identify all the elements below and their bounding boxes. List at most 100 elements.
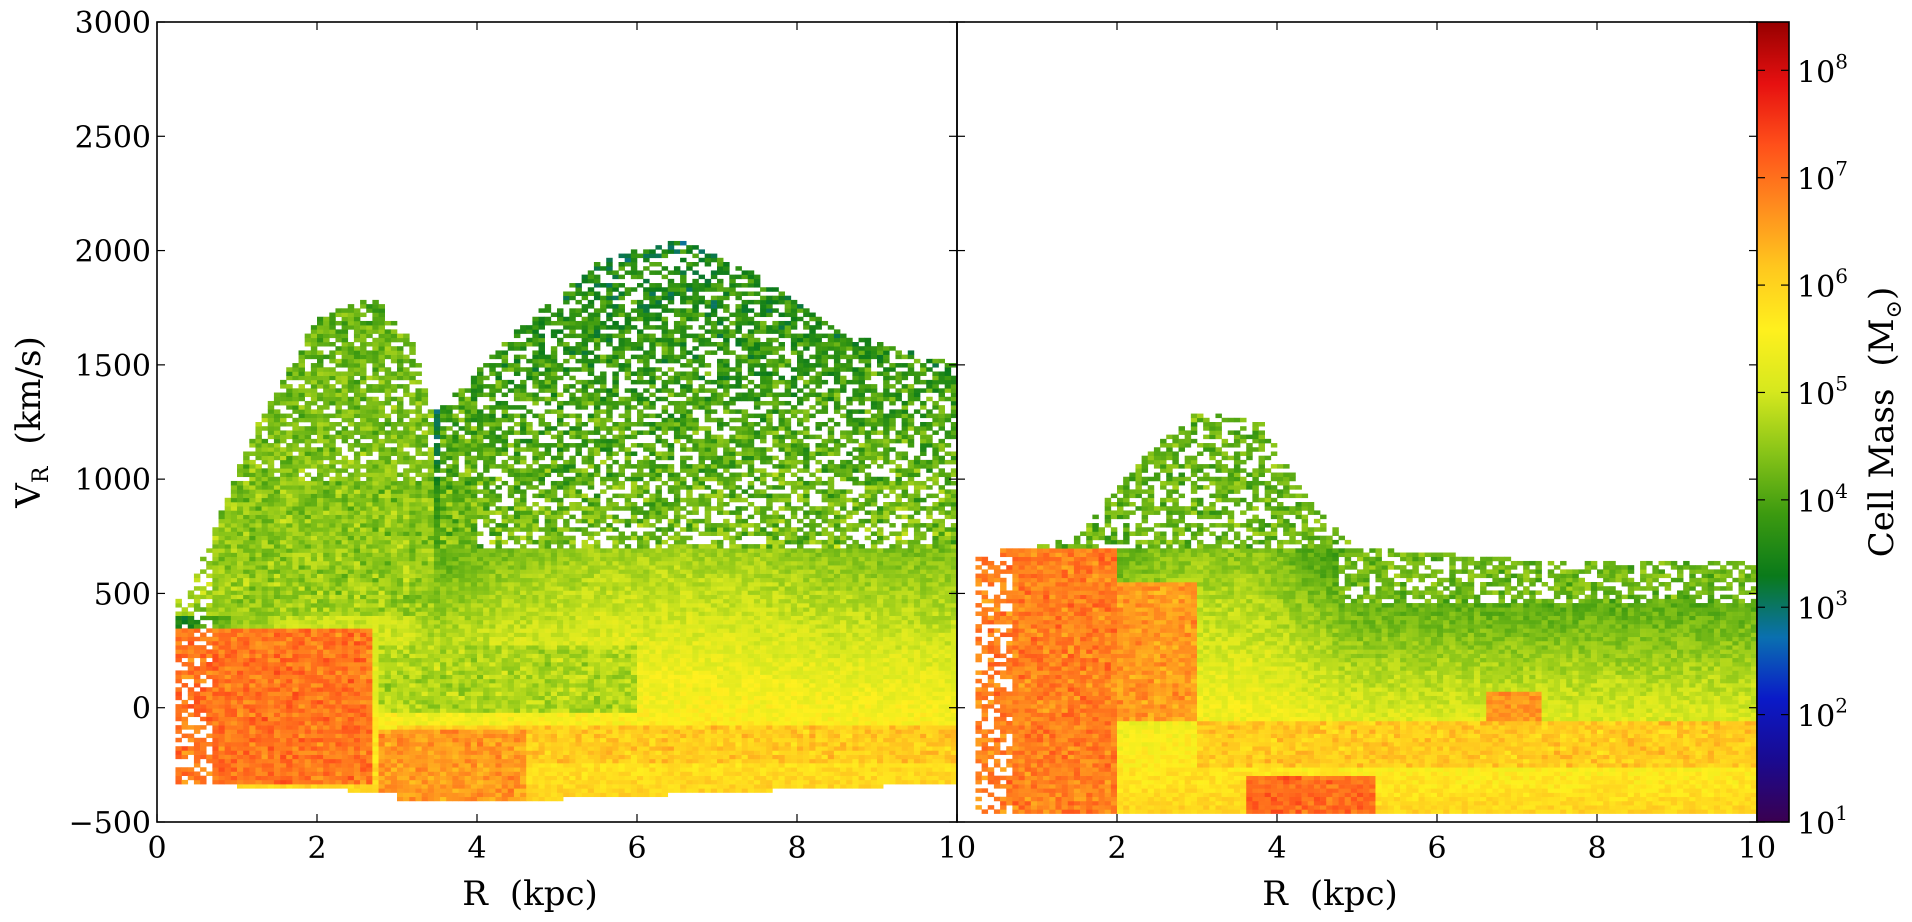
heatmap-cell: [458, 603, 465, 608]
heatmap-cell: [427, 742, 435, 747]
heatmap-cell: [353, 497, 361, 503]
heatmap-cell: [421, 645, 429, 650]
heatmap-cell: [378, 358, 385, 364]
heatmap-cell: [458, 569, 465, 574]
heatmap-cell: [495, 565, 502, 570]
heatmap-cell: [477, 569, 484, 574]
heatmap-cell: [206, 720, 213, 726]
heatmap-cell: [372, 573, 379, 579]
heatmap-cell: [421, 476, 429, 482]
heatmap-cell: [286, 392, 293, 398]
heatmap-cell: [397, 346, 404, 351]
heatmap-cell: [292, 468, 299, 473]
heatmap-cell: [372, 346, 379, 351]
heatmap-cell: [347, 733, 355, 739]
heatmap-cell: [483, 619, 490, 625]
heatmap-cell: [495, 535, 502, 541]
heatmap-cell: [409, 657, 416, 663]
heatmap-cell: [298, 480, 305, 486]
heatmap-cell: [323, 725, 330, 730]
heatmap-cell: [446, 611, 453, 616]
heatmap-cell: [477, 716, 484, 722]
heatmap-cell: [397, 683, 404, 688]
heatmap-cell: [335, 506, 342, 511]
heatmap-cell: [249, 535, 256, 541]
heatmap-cell: [366, 678, 373, 684]
heatmap-cell: [507, 657, 515, 663]
heatmap-cell: [520, 645, 527, 650]
heatmap-cell: [378, 603, 385, 608]
heatmap-cell: [495, 632, 502, 638]
heatmap-cell: [317, 784, 324, 789]
heatmap-cell: [304, 653, 312, 659]
heatmap-cell: [286, 742, 293, 747]
heatmap-cell: [489, 699, 496, 705]
heatmap-cell: [335, 645, 342, 650]
heatmap-cell: [249, 746, 256, 751]
heatmap-cell: [470, 565, 478, 570]
heatmap-cell: [317, 417, 324, 423]
heatmap-cell: [372, 636, 379, 642]
heatmap-cell: [181, 649, 189, 654]
heatmap-cell: [501, 674, 509, 680]
heatmap-cell: [458, 560, 465, 566]
heatmap-cell: [464, 544, 472, 549]
heatmap-cell: [224, 615, 232, 621]
heatmap-cell: [378, 569, 385, 574]
heatmap-cell: [452, 691, 459, 696]
heatmap-cell: [384, 691, 392, 696]
heatmap-cell: [292, 459, 299, 465]
heatmap-cell: [390, 712, 398, 718]
heatmap-cell: [421, 683, 429, 688]
heatmap-cell: [267, 737, 275, 743]
heatmap-cell: [433, 796, 441, 802]
heatmap-cell: [464, 489, 472, 494]
heatmap-cell: [329, 784, 336, 789]
heatmap-cell: [261, 510, 269, 515]
heatmap-cell: [507, 779, 515, 785]
heatmap-cell: [477, 455, 484, 461]
heatmap-cell: [317, 691, 324, 696]
heatmap-cell: [335, 611, 342, 616]
heatmap-cell: [310, 518, 318, 524]
heatmap-cell: [347, 510, 355, 515]
heatmap-cell: [317, 506, 324, 511]
heatmap-cell: [255, 695, 262, 701]
heatmap-cell: [249, 775, 256, 781]
heatmap-cell: [329, 535, 336, 541]
heatmap-cell: [267, 683, 275, 688]
heatmap-cell: [329, 716, 336, 722]
heatmap-cell: [384, 649, 392, 654]
heatmap-cell: [513, 640, 521, 646]
heatmap-cell: [267, 704, 275, 709]
heatmap-cell: [520, 426, 527, 431]
heatmap-cell: [292, 716, 299, 722]
heatmap-cell: [230, 750, 238, 755]
heatmap-cell: [520, 632, 527, 638]
heatmap-cell: [280, 649, 287, 654]
heatmap-cell: [341, 358, 349, 364]
heatmap-cell: [384, 666, 392, 671]
heatmap-cell: [323, 704, 330, 709]
heatmap-cell: [477, 733, 484, 739]
heatmap-cell: [372, 438, 379, 444]
heatmap-cell: [415, 649, 422, 654]
heatmap-cell: [347, 754, 355, 760]
heatmap-cell: [329, 632, 336, 638]
heatmap-cell: [353, 316, 361, 322]
heatmap-cell: [433, 443, 441, 448]
heatmap-cell: [403, 354, 410, 360]
heatmap-cell: [366, 649, 373, 654]
heatmap-cell: [317, 375, 324, 381]
heatmap-cell: [372, 603, 379, 608]
heatmap-cell: [501, 586, 509, 591]
heatmap-cell: [372, 489, 379, 494]
heatmap-cell: [483, 662, 490, 667]
heatmap-cell: [421, 531, 429, 536]
heatmap-cell: [181, 771, 189, 776]
heatmap-cell: [286, 729, 293, 734]
heatmap-cell: [230, 489, 238, 494]
heatmap-cell: [489, 640, 496, 646]
heatmap-cell: [495, 607, 502, 612]
heatmap-cell: [520, 493, 527, 499]
